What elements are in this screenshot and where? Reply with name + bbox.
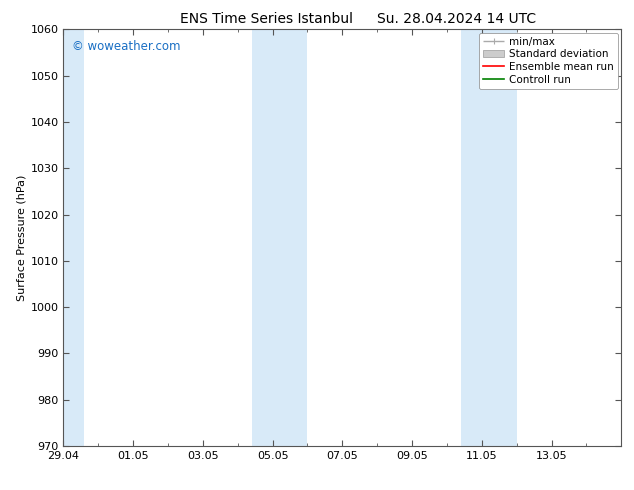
Text: Su. 28.04.2024 14 UTC: Su. 28.04.2024 14 UTC	[377, 12, 536, 26]
Legend: min/max, Standard deviation, Ensemble mean run, Controll run: min/max, Standard deviation, Ensemble me…	[479, 32, 618, 89]
Y-axis label: Surface Pressure (hPa): Surface Pressure (hPa)	[16, 174, 26, 301]
Text: © woweather.com: © woweather.com	[72, 40, 180, 53]
Text: ENS Time Series Istanbul: ENS Time Series Istanbul	[180, 12, 353, 26]
Bar	[252, 29, 307, 446]
Bar	[60, 29, 84, 446]
Bar	[461, 29, 517, 446]
